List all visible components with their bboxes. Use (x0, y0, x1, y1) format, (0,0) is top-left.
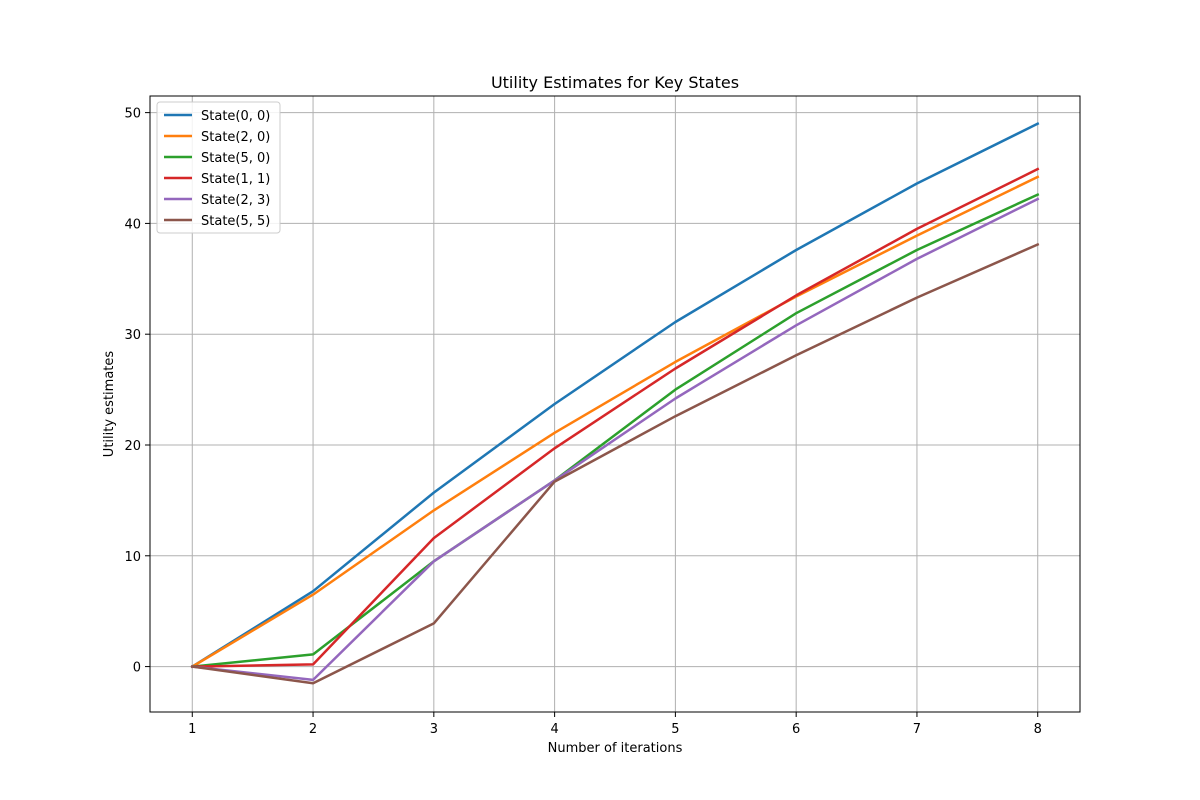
x-tick-label: 6 (792, 722, 800, 737)
y-axis-title: Utility estimates (102, 351, 117, 458)
y-tick-label: 40 (124, 217, 141, 232)
series-line-4 (191, 167, 1040, 668)
x-tick-label: 5 (671, 722, 679, 737)
y-axis-ticks: 0 10 20 30 40 50 (124, 107, 150, 676)
legend-label: State(5, 5) (201, 214, 270, 229)
x-axis-title: Number of iterations (548, 741, 683, 756)
legend-label: State(2, 3) (201, 193, 270, 208)
legend-label: State(0, 0) (201, 109, 270, 124)
y-tick-label: 20 (124, 439, 141, 454)
series-lines (190, 122, 1040, 685)
x-tick-label: 2 (309, 722, 317, 737)
x-tick-label: 8 (1034, 722, 1042, 737)
series-line-5 (190, 197, 1040, 682)
x-tick-label: 1 (188, 722, 196, 737)
legend-label: State(1, 1) (201, 172, 270, 187)
series-line-2 (190, 175, 1040, 669)
x-tick-label: 3 (430, 722, 438, 737)
x-tick-label: 7 (913, 722, 921, 737)
y-tick-label: 30 (124, 328, 141, 343)
series-line-6 (190, 242, 1040, 685)
y-tick-label: 50 (124, 107, 141, 122)
plot-frame (149, 95, 1081, 713)
series-line-1 (190, 122, 1040, 669)
x-tick-label: 4 (550, 722, 558, 737)
y-tick-label: 10 (124, 550, 141, 565)
legend-label: State(5, 0) (201, 151, 270, 166)
y-tick-label: 0 (133, 661, 141, 676)
legend-label: State(2, 0) (201, 130, 270, 145)
x-axis-ticks: 1 2 3 4 5 6 7 8 (188, 712, 1042, 737)
legend: State(0, 0) State(2, 0) State(5, 0) State(1… (156, 101, 281, 234)
series-line-3 (190, 192, 1040, 668)
chart-title: Utility Estimates for Key States (491, 73, 739, 92)
